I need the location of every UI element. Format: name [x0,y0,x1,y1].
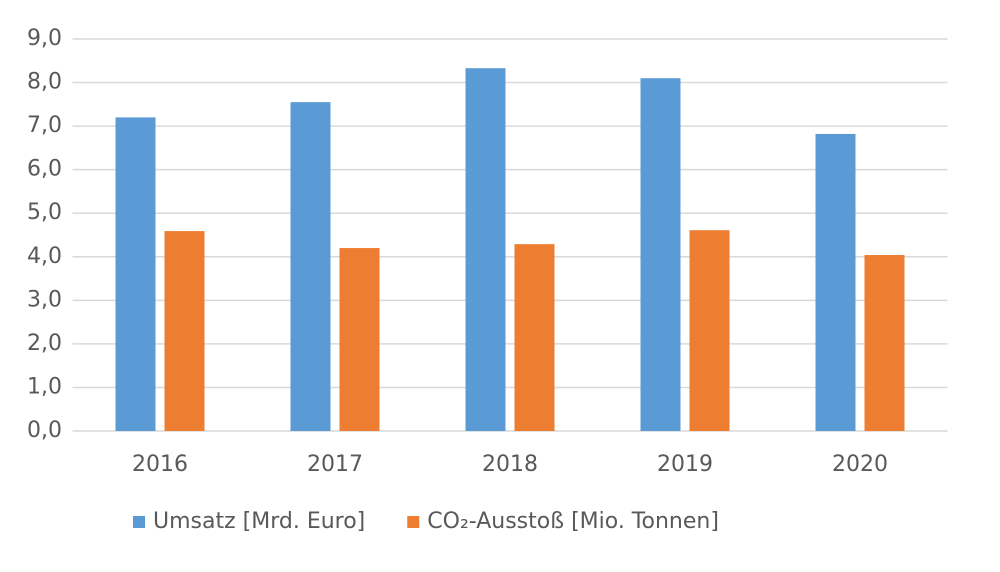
x-tick-label: 2019 [657,452,713,477]
y-tick-label: 7,0 [27,113,62,138]
legend-swatch [133,516,145,528]
y-tick-label: 9,0 [27,26,62,51]
bar [164,231,205,431]
y-tick-label: 1,0 [27,374,62,399]
legend-label: CO₂-Ausstoß [Mio. Tonnen] [427,509,719,534]
y-tick-label: 3,0 [27,287,62,312]
y-tick-label: 0,0 [27,418,62,443]
x-tick-label: 2020 [832,452,888,477]
bar [514,244,555,431]
legend-swatch [407,516,420,528]
legend-label: Umsatz [Mrd. Euro] [153,509,365,534]
y-tick-label: 2,0 [27,331,62,356]
x-tick-label: 2016 [132,452,188,477]
y-tick-label: 4,0 [27,244,62,269]
x-tick-label: 2017 [307,452,363,477]
bar [815,133,856,431]
y-tick-label: 6,0 [27,157,62,182]
bar [864,255,905,431]
bar [640,78,681,431]
bar [290,102,331,432]
bar [339,248,380,431]
y-tick-label: 5,0 [27,200,62,225]
bar [115,117,156,432]
y-tick-label: 8,0 [27,70,62,95]
bar [465,68,506,431]
x-tick-label: 2018 [482,452,538,477]
bar [689,230,730,431]
